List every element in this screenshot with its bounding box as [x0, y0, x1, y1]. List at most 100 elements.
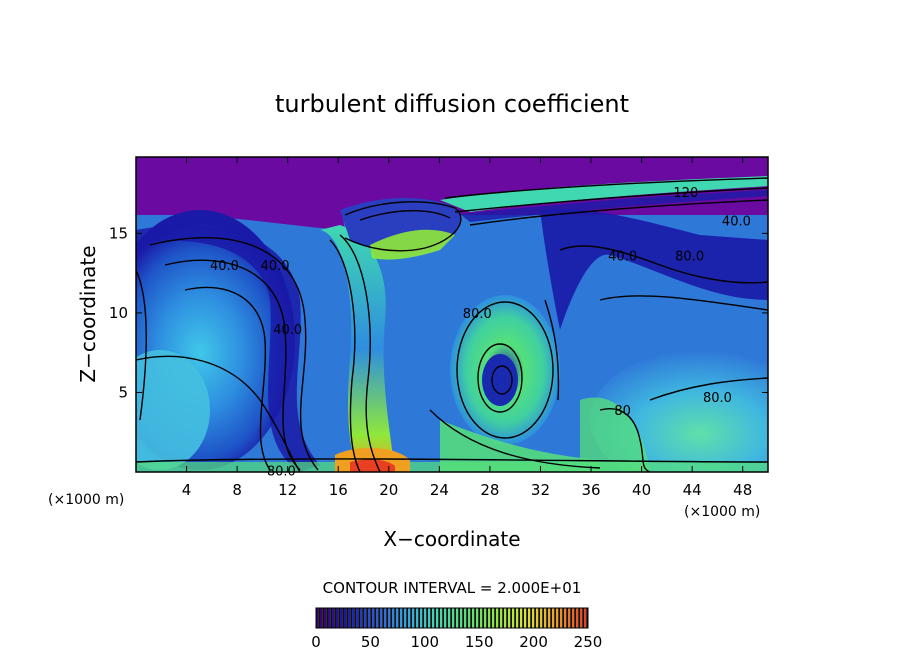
contour-label: 80.0 — [267, 464, 296, 479]
colorbar-swatch — [576, 608, 579, 628]
colorbar-swatch — [352, 608, 355, 628]
y-axis-label: Z−coordinate — [76, 245, 100, 382]
colorbar-swatch — [552, 608, 555, 628]
plot-frame — [135, 156, 769, 473]
colorbar-swatch — [564, 608, 567, 628]
colorbar-divider — [350, 608, 352, 628]
colorbar-divider — [422, 608, 424, 628]
colorbar-divider — [510, 608, 512, 628]
x-tick-label: 36 — [581, 481, 600, 499]
colorbar-swatch — [440, 608, 443, 628]
colorbar-swatch — [420, 608, 423, 628]
colorbar-swatch — [424, 608, 427, 628]
colorbar-tick-label: 50 — [361, 633, 380, 651]
colorbar-tick-label: 100 — [410, 633, 439, 651]
colorbar-swatch — [360, 608, 363, 628]
colorbar-divider — [514, 608, 516, 628]
colorbar-divider — [582, 608, 584, 628]
colorbar-divider — [418, 608, 420, 628]
x-tick-label: 16 — [329, 481, 348, 499]
colorbar-swatch — [320, 608, 323, 628]
colorbar-swatch — [408, 608, 411, 628]
colorbar-divider — [506, 608, 508, 628]
colorbar-divider — [502, 608, 504, 628]
colorbar-divider — [522, 608, 524, 628]
colorbar-swatch — [452, 608, 455, 628]
colorbar-swatch — [372, 608, 375, 628]
x-axis-label: X−coordinate — [383, 527, 520, 551]
colorbar-swatch — [512, 608, 515, 628]
colorbar-divider — [458, 608, 460, 628]
colorbar-swatch — [392, 608, 395, 628]
colorbar — [316, 608, 588, 628]
colorbar-divider — [546, 608, 548, 628]
chart-title: turbulent diffusion coefficient — [275, 90, 629, 118]
colorbar-divider — [554, 608, 556, 628]
colorbar-swatch — [476, 608, 479, 628]
x-axis-ticks: 4 8 12 16 20 24 28 32 36 40 44 48 — [182, 157, 752, 499]
contour-label: 80 — [614, 404, 631, 419]
y-tick-label: 5 — [118, 383, 128, 401]
colorbar-tick-label: 200 — [519, 633, 548, 651]
colorbar-swatch — [332, 608, 335, 628]
y-tick-label: 15 — [109, 224, 128, 242]
colorbar-tick-label: 150 — [465, 633, 494, 651]
colorbar-divider — [402, 608, 404, 628]
colorbar-divider — [362, 608, 364, 628]
colorbar-swatch — [376, 608, 379, 628]
colorbar-divider — [498, 608, 500, 628]
colorbar-swatch — [524, 608, 527, 628]
colorbar-swatch — [412, 608, 415, 628]
colorbar-divider — [542, 608, 544, 628]
colorbar-swatch — [528, 608, 531, 628]
colorbar-divider — [550, 608, 552, 628]
colorbar-divider — [438, 608, 440, 628]
colorbar-swatch — [336, 608, 339, 628]
colorbar-swatch — [464, 608, 467, 628]
colorbar-swatch — [572, 608, 575, 628]
colorbar-divider — [530, 608, 532, 628]
colorbar-swatch — [460, 608, 463, 628]
contour-label: 80.0 — [675, 250, 704, 265]
colorbar-swatch — [508, 608, 511, 628]
colorbar-divider — [490, 608, 492, 628]
colorbar-divider — [470, 608, 472, 628]
colorbar-swatch — [388, 608, 391, 628]
colorbar-divider — [538, 608, 540, 628]
x-unit-left: (×1000 m) — [48, 492, 124, 508]
colorbar-divider — [426, 608, 428, 628]
contour-interval-text: CONTOUR INTERVAL = 2.000E+01 — [323, 579, 582, 597]
colorbar-divider — [346, 608, 348, 628]
colorbar-swatch — [500, 608, 503, 628]
colorbar-swatch — [348, 608, 351, 628]
colorbar-divider — [390, 608, 392, 628]
colorbar-divider — [406, 608, 408, 628]
colorbar-swatch — [444, 608, 447, 628]
x-tick-label: 40 — [632, 481, 651, 499]
contour-label: 40.0 — [261, 259, 290, 274]
colorbar-divider — [534, 608, 536, 628]
colorbar-divider — [462, 608, 464, 628]
colorbar-divider — [386, 608, 388, 628]
contour-label: 40.0 — [210, 259, 239, 274]
contour-label: 40.0 — [608, 250, 637, 265]
colorbar-swatch — [436, 608, 439, 628]
contour-label: 120 — [673, 186, 698, 201]
colorbar-divider — [526, 608, 528, 628]
contour-label: 40.0 — [722, 215, 751, 230]
colorbar-tick-label: 0 — [311, 633, 321, 651]
colorbar-swatch — [324, 608, 327, 628]
colorbar-divider — [446, 608, 448, 628]
colorbar-divider — [562, 608, 564, 628]
colorbar-divider — [378, 608, 380, 628]
y-axis-ticks: 5 10 15 — [109, 224, 768, 401]
colorbar-swatch — [560, 608, 563, 628]
colorbar-divider — [318, 608, 320, 628]
colorbar-swatch — [556, 608, 559, 628]
x-tick-label: 20 — [379, 481, 398, 499]
colorbar-tick-labels: 0 50 100 150 200 250 — [311, 633, 602, 651]
heatmap-field — [136, 157, 768, 472]
colorbar-divider — [334, 608, 336, 628]
colorbar-swatch — [484, 608, 487, 628]
